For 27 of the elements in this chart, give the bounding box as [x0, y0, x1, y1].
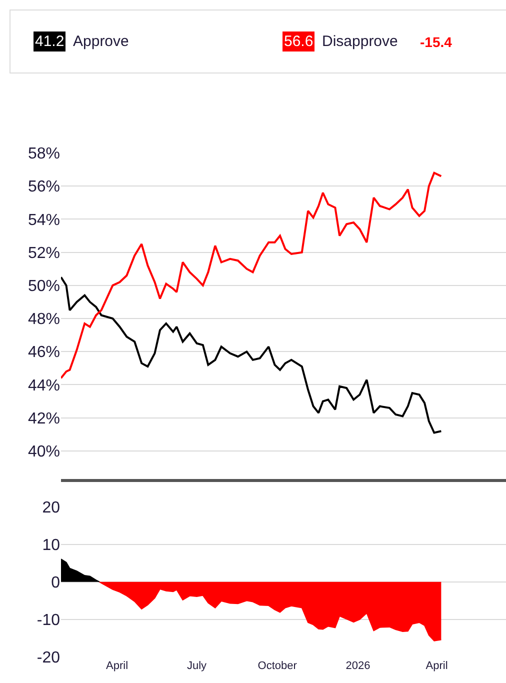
y-tick-label: 20 [42, 499, 60, 516]
y-tick-label: 0 [51, 574, 60, 592]
y-tick-label: 46% [28, 344, 60, 362]
legend-label: Approve [73, 33, 129, 50]
text: 41.2 [35, 33, 64, 50]
y-tick-label: 42% [28, 410, 60, 428]
y-tick-label: 50% [28, 278, 60, 296]
line-series [61, 172, 442, 380]
x-tick-label: April [426, 660, 448, 672]
x-tick-label: April [106, 660, 128, 672]
x-tick-label: July [187, 660, 208, 672]
y-tick-label: 58% [28, 146, 60, 163]
x-tick-label: 2026 [346, 660, 370, 672]
text: -15.4 [420, 34, 452, 50]
y-tick-label: 54% [28, 212, 60, 229]
line-series [61, 276, 442, 434]
y-tick-label: 10 [42, 536, 60, 554]
y-tick-label: 44% [28, 377, 60, 394]
y-tick-label: -20 [36, 650, 60, 667]
y-tick-label: 40% [28, 444, 60, 461]
y-tick-label: -10 [36, 612, 60, 630]
x-tick-label: October [258, 660, 298, 672]
y-tick-label: 52% [28, 244, 60, 262]
legend-label: Disapprove [322, 33, 398, 50]
y-tick-label: 56% [28, 178, 60, 196]
y-tick-label: 48% [28, 311, 60, 328]
text: 56.6 [284, 33, 314, 50]
